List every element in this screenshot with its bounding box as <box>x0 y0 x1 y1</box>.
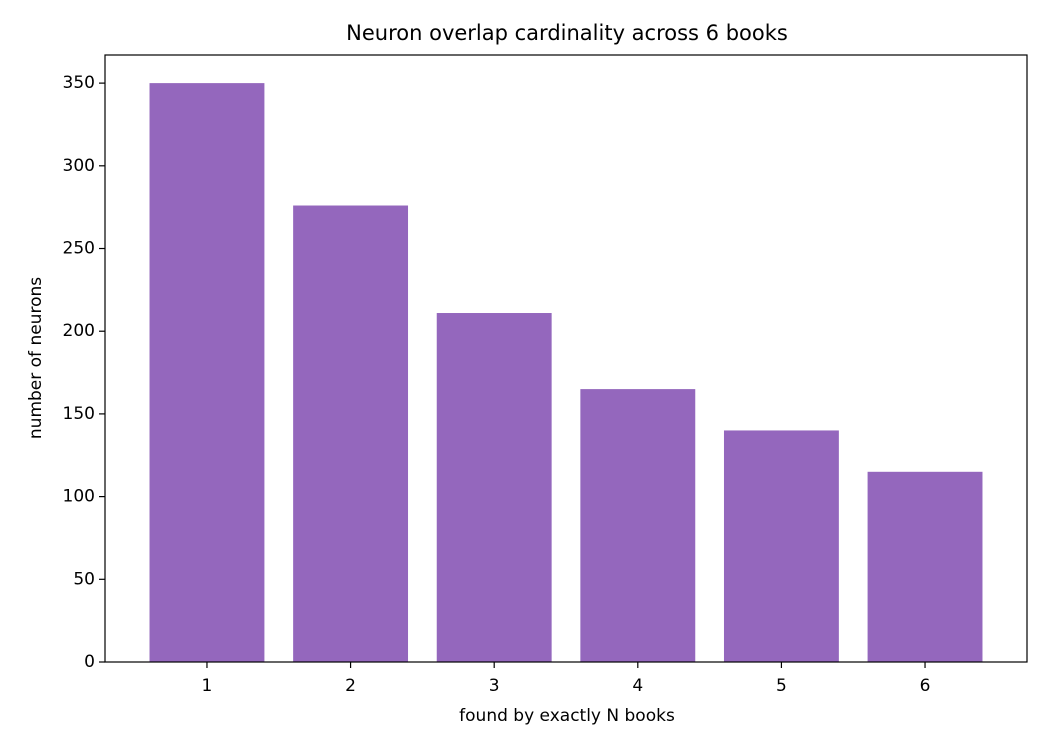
x-tick-label: 5 <box>776 676 787 696</box>
y-tick-label: 150 <box>63 404 95 424</box>
bar <box>867 471 983 662</box>
y-tick-label: 250 <box>63 239 95 259</box>
bar <box>293 205 409 663</box>
x-tick-label: 1 <box>202 676 213 696</box>
y-tick-label: 100 <box>63 487 95 507</box>
y-tick-label: 300 <box>63 156 95 176</box>
x-tick-label: 2 <box>345 676 356 696</box>
x-tick-label: 3 <box>489 676 500 696</box>
bar <box>149 83 265 662</box>
x-tick-label: 6 <box>920 676 931 696</box>
y-tick-label: 0 <box>84 652 95 672</box>
y-axis-label: number of neurons <box>26 277 46 439</box>
plot-frame <box>104 54 1028 663</box>
x-tick-label: 4 <box>632 676 643 696</box>
x-axis-label: found by exactly N books <box>459 706 675 726</box>
bar <box>436 313 552 662</box>
bar <box>580 389 696 662</box>
y-tick-label: 50 <box>73 569 95 589</box>
chart-title: Neuron overlap cardinality across 6 book… <box>346 21 788 45</box>
bar <box>723 430 839 662</box>
y-tick-label: 350 <box>63 73 95 93</box>
y-tick-label: 200 <box>63 321 95 341</box>
